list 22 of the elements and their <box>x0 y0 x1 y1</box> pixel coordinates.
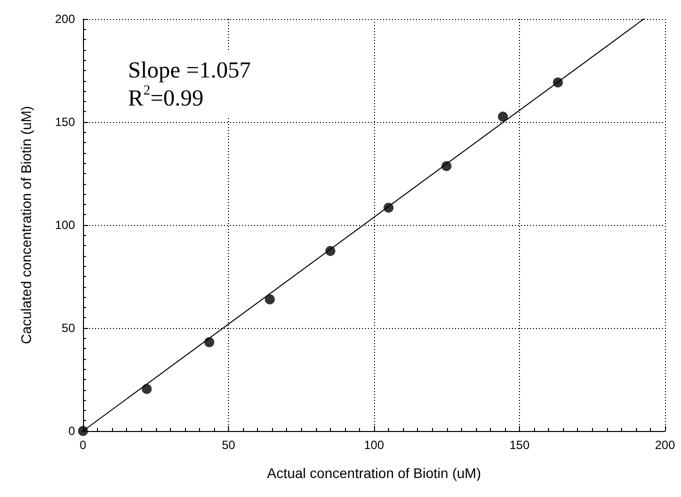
annotation: Slope =1.057 <box>128 58 251 82</box>
x-tick-label: 200 <box>654 438 676 452</box>
y-tick-label: 50 <box>62 321 76 335</box>
point <box>552 77 563 88</box>
point <box>78 426 88 436</box>
point <box>441 161 452 172</box>
point <box>142 384 152 394</box>
point <box>264 294 275 304</box>
y-tick-label: 100 <box>54 218 76 232</box>
x-tick-label: 100 <box>364 438 384 452</box>
point <box>204 337 214 348</box>
y-tick-label: 200 <box>54 12 76 26</box>
x-tick-label: 150 <box>509 438 530 452</box>
y-axis-title: Caculated concentration of Biotin (uM) <box>18 106 34 344</box>
y-tick-label: 0 <box>68 424 76 438</box>
x-axis-title: Actual concentration of Biotin (uM) <box>267 465 481 481</box>
point <box>498 112 508 122</box>
x-tick-label: 50 <box>222 438 236 452</box>
x-tick-label: 0 <box>80 438 87 452</box>
point <box>325 246 336 256</box>
y-tick-label: 150 <box>54 115 76 129</box>
point <box>384 202 394 213</box>
